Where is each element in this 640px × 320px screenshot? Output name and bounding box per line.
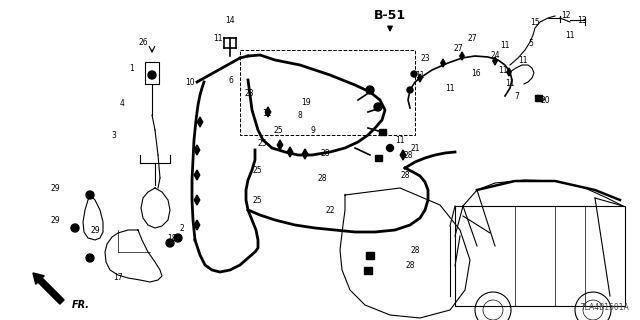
Polygon shape	[265, 107, 271, 117]
Text: FR.: FR.	[72, 300, 90, 310]
Polygon shape	[302, 149, 308, 159]
Text: 6: 6	[228, 76, 234, 84]
Text: 16: 16	[471, 68, 481, 77]
Polygon shape	[418, 74, 422, 82]
Text: 25: 25	[252, 165, 262, 174]
Bar	[145, 62, 159, 84]
Polygon shape	[400, 150, 406, 160]
Text: 15: 15	[530, 18, 540, 27]
Text: 1: 1	[130, 63, 134, 73]
Bar	[374, 155, 381, 161]
Circle shape	[148, 71, 156, 79]
Polygon shape	[195, 220, 200, 230]
Text: 11: 11	[396, 135, 404, 145]
Text: 11: 11	[518, 55, 528, 65]
Text: 9: 9	[310, 125, 316, 134]
Text: 23: 23	[420, 53, 430, 62]
Text: 28: 28	[317, 173, 327, 182]
Text: 5: 5	[529, 38, 533, 47]
Text: 29: 29	[50, 183, 60, 193]
Text: 17: 17	[113, 274, 123, 283]
Text: 13: 13	[577, 15, 587, 25]
Circle shape	[86, 191, 94, 199]
Circle shape	[387, 145, 394, 151]
Text: 20: 20	[540, 95, 550, 105]
Bar	[366, 252, 374, 259]
Text: 28: 28	[410, 245, 420, 254]
Text: 2: 2	[180, 223, 184, 233]
Circle shape	[71, 224, 79, 232]
Text: 27: 27	[453, 44, 463, 52]
Text: 10: 10	[185, 77, 195, 86]
Polygon shape	[441, 59, 445, 67]
Bar	[534, 95, 541, 101]
Text: 25: 25	[252, 196, 262, 204]
Circle shape	[174, 234, 182, 242]
Text: 11: 11	[262, 108, 272, 117]
Bar	[240, 50, 415, 135]
Text: 19: 19	[301, 98, 311, 107]
Text: 24: 24	[490, 51, 500, 60]
Text: 25: 25	[257, 139, 267, 148]
Text: 11: 11	[499, 66, 508, 75]
Text: 11: 11	[415, 70, 425, 79]
Polygon shape	[493, 57, 497, 65]
Polygon shape	[507, 68, 511, 76]
FancyArrow shape	[33, 273, 64, 304]
Text: 11: 11	[565, 30, 575, 39]
Text: 21: 21	[410, 143, 420, 153]
Text: 25: 25	[273, 125, 283, 134]
Polygon shape	[460, 52, 464, 60]
Text: 22: 22	[325, 205, 335, 214]
Text: 28: 28	[405, 260, 415, 269]
Circle shape	[411, 71, 417, 77]
Text: 11: 11	[505, 78, 515, 87]
Polygon shape	[195, 195, 200, 205]
Circle shape	[366, 86, 374, 94]
Text: 11: 11	[445, 84, 455, 92]
Text: 23: 23	[244, 89, 254, 98]
Text: B-51: B-51	[374, 9, 406, 21]
Polygon shape	[197, 117, 203, 127]
Text: 4: 4	[120, 99, 124, 108]
Text: 28: 28	[403, 150, 413, 159]
Bar	[364, 267, 372, 274]
Circle shape	[407, 87, 413, 93]
Text: 11: 11	[213, 34, 223, 43]
Text: TLA4B1501A: TLA4B1501A	[581, 303, 630, 312]
Text: 8: 8	[298, 110, 302, 119]
Text: 28: 28	[320, 148, 330, 157]
Text: 11: 11	[500, 41, 509, 50]
Text: 27: 27	[467, 34, 477, 43]
Polygon shape	[195, 145, 200, 155]
Circle shape	[374, 103, 382, 111]
Text: 28: 28	[400, 171, 410, 180]
FancyBboxPatch shape	[455, 206, 625, 306]
Text: 18: 18	[167, 234, 177, 243]
Polygon shape	[287, 147, 292, 157]
Text: 7: 7	[515, 92, 520, 100]
Text: 29: 29	[90, 226, 100, 235]
Circle shape	[86, 254, 94, 262]
Text: 12: 12	[561, 11, 571, 20]
Polygon shape	[195, 170, 200, 180]
Circle shape	[166, 239, 174, 247]
Polygon shape	[277, 140, 283, 150]
Text: 3: 3	[111, 131, 116, 140]
Text: 14: 14	[225, 15, 235, 25]
Text: 26: 26	[138, 37, 148, 46]
Text: 29: 29	[50, 215, 60, 225]
Bar	[378, 129, 385, 135]
